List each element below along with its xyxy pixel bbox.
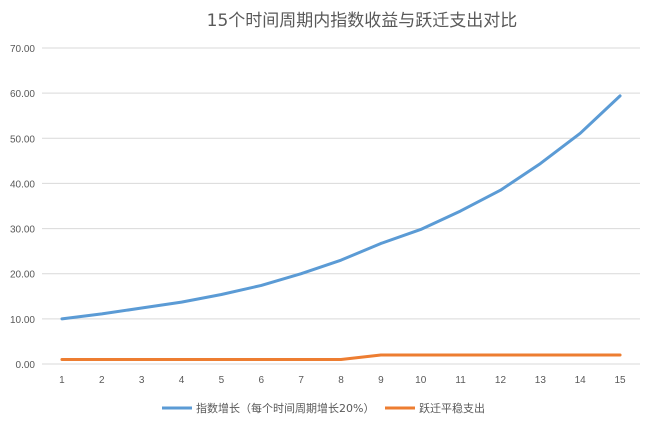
x-tick-label: 1 bbox=[59, 375, 65, 386]
x-tick-label: 7 bbox=[298, 375, 304, 386]
x-tick-label: 14 bbox=[575, 375, 587, 386]
x-tick-label: 10 bbox=[415, 375, 427, 386]
x-tick-label: 5 bbox=[219, 375, 225, 386]
series-line-2 bbox=[60, 353, 622, 361]
x-tick-label: 11 bbox=[455, 375, 466, 386]
x-tick-label: 15 bbox=[615, 375, 627, 386]
x-tick-label: 8 bbox=[338, 375, 344, 386]
legend-label: 指数增长（每个时间周期增长20%） bbox=[196, 401, 374, 415]
y-tick-label: 70.00 bbox=[10, 44, 35, 55]
y-tick-label: 60.00 bbox=[10, 89, 35, 100]
legend-label: 跃迁平稳支出 bbox=[419, 401, 485, 415]
x-tick-label: 2 bbox=[99, 375, 105, 386]
y-tick-label: 40.00 bbox=[10, 179, 35, 190]
y-tick-label: 20.00 bbox=[10, 270, 35, 281]
y-tick-label: 0.00 bbox=[16, 360, 36, 371]
x-tick-label: 13 bbox=[535, 375, 547, 386]
x-tick-label: 6 bbox=[258, 375, 264, 386]
x-tick-label: 4 bbox=[179, 375, 185, 386]
x-tick-label: 12 bbox=[495, 375, 507, 386]
series-line-1 bbox=[60, 94, 622, 321]
x-tick-label: 3 bbox=[139, 375, 145, 386]
chart-title: 15个时间周期内指数收益与跃迁支出对比 bbox=[207, 11, 518, 31]
y-tick-label: 10.00 bbox=[10, 315, 35, 326]
y-tick-label: 50.00 bbox=[10, 134, 35, 145]
y-tick-label: 30.00 bbox=[10, 225, 35, 236]
x-tick-label: 9 bbox=[378, 375, 384, 386]
